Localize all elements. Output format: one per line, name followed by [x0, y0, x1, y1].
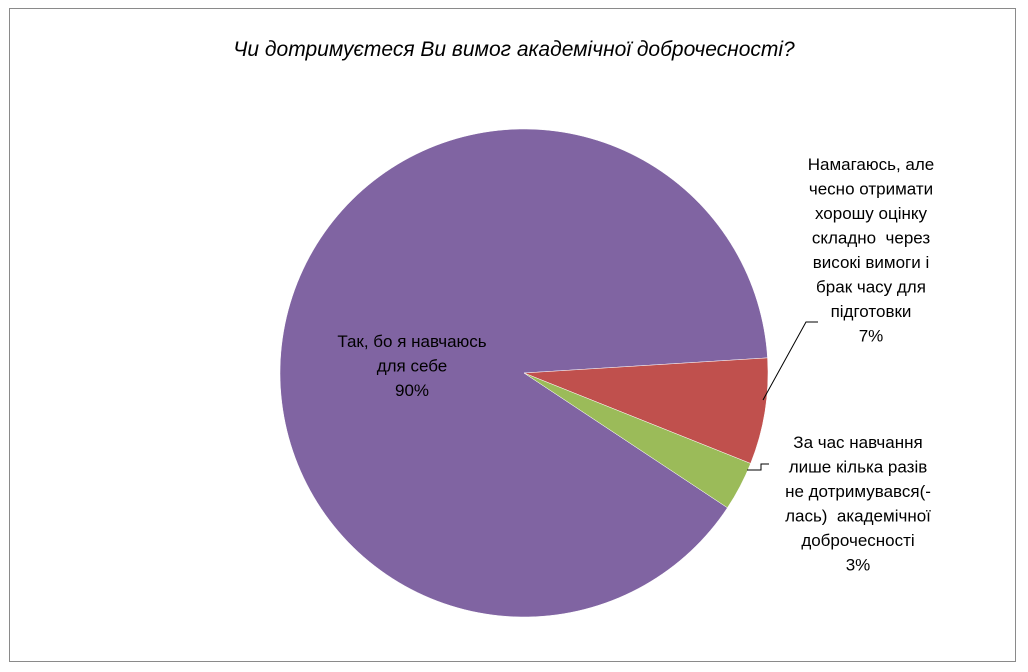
leader-line-7pct [762, 321, 818, 401]
leader-line-3pct [747, 463, 769, 471]
slice-trying-but-hard [523, 357, 769, 464]
data-label-trying-but-hard: Намагаюсь, але чесно отримати хорошу оцінк… [808, 155, 935, 346]
chart-title: Чи дотримуєтеся Ви вимог академічної доб… [233, 38, 795, 61]
data-label-yes-for-myself: Так, бо я навчаюсь для себе 90% [337, 332, 486, 400]
slice-yes-for-myself [279, 128, 768, 618]
slice-few-times-violated [523, 372, 751, 509]
data-label-few-times-violated: За час навчання лише кілька разів не дотри… [785, 433, 931, 575]
